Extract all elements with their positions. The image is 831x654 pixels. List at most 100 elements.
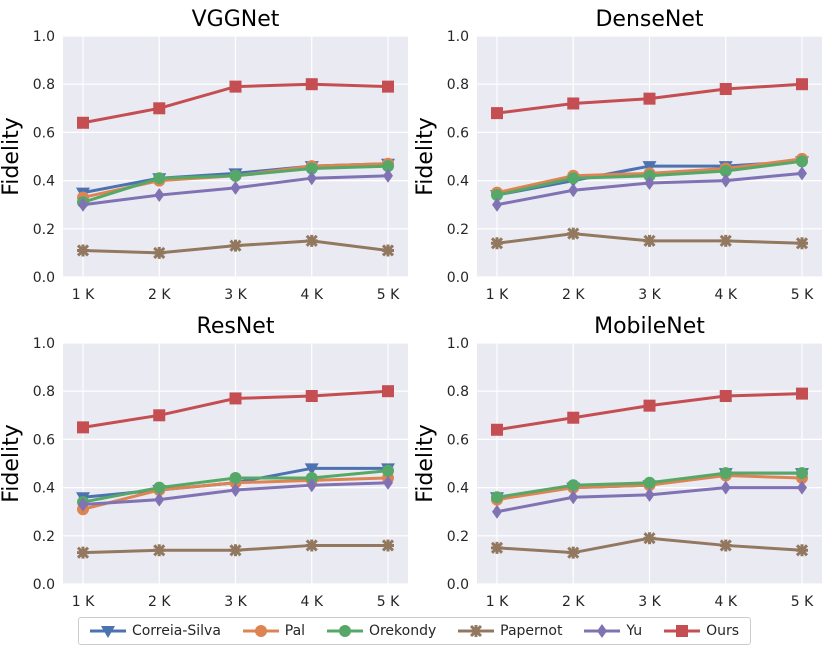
legend-label: Papernot [500,623,563,639]
data-point-papernot [643,532,656,545]
series-ours [491,387,808,436]
data-point-ours [491,107,503,120]
series-ours [77,78,394,129]
y-tick-label: 0.6 [33,432,55,448]
legend-marker [254,625,267,637]
data-point-papernot [305,234,318,247]
subplot-resnet: 0.0 0.2 0.4 0.6 0.8 1.0 1 K 2 K 3 K 4 K 5 K ResNet F… [0,314,408,610]
y-axis-label: Fidelity [0,117,24,196]
data-point-ours [229,392,242,405]
y-tick-label: 0.8 [447,384,469,400]
data-point-yu [306,171,317,186]
series-ours [491,78,808,120]
y-tick-label: 0.4 [33,174,55,190]
data-point-yu [644,176,655,191]
data-point-yu [720,173,731,188]
series-papernot [76,234,395,259]
data-point-orekondy [382,464,394,477]
y-tick-label: 0.8 [33,384,55,400]
data-point-papernot [643,234,656,247]
series-yu [78,475,393,512]
data-point-yu [383,475,393,490]
x-tick-label: 1 K [72,594,95,610]
x-tick-label: 5 K [791,287,814,303]
data-point-orekondy [719,467,732,480]
data-point-ours [567,97,580,110]
y-tick-label: 0.8 [33,77,55,93]
data-point-papernot [381,244,395,257]
legend-swatch [584,624,621,638]
data-point-papernot [490,541,504,554]
y-tick-label: 0.2 [447,529,469,545]
data-point-ours [643,92,656,105]
data-point-papernot [229,544,242,557]
x-tick-label: 1 K [72,287,95,303]
data-point-yu [568,183,579,198]
data-point-correia-silva [642,161,657,174]
y-tick-label: 1.0 [33,336,55,352]
data-point-orekondy [305,162,318,175]
y-axis-label: Fidelity [413,117,438,196]
x-tick-label: 2 K [148,594,171,610]
y-axis-label: Fidelity [413,424,438,503]
series-yu [492,480,807,519]
x-tick-label: 3 K [224,594,247,610]
data-point-yu [154,188,165,203]
y-tick-label: 1.0 [447,336,469,352]
y-tick-label: 0.0 [33,270,55,286]
data-point-yu [230,483,241,498]
data-point-orekondy [229,471,242,484]
data-point-orekondy [305,471,318,484]
data-point-papernot [153,544,166,557]
data-point-yu [383,168,393,183]
data-point-ours [153,102,166,115]
series-orekondy [491,467,808,504]
data-point-ours [229,80,242,93]
data-point-ours [719,83,732,96]
legend-item-yu: Yu [584,623,642,639]
x-tick-label: 3 K [638,594,661,610]
series-papernot [76,539,395,559]
data-point-papernot [567,227,580,240]
data-point-papernot [305,539,318,552]
data-point-papernot [76,244,90,257]
subplot-densenet: 0.0 0.2 0.4 0.6 0.8 1.0 1 K 2 K 3 K 4 K 5 K DenseNe… [413,7,822,303]
y-axis-label: Fidelity [0,424,24,503]
chart-title: DenseNet [595,7,703,32]
data-point-ours [796,387,808,400]
data-point-ours [77,421,89,434]
data-point-ours [77,116,89,129]
legend-label: Pal [284,623,306,639]
y-tick-label: 0.4 [447,481,469,497]
data-point-ours [305,78,318,91]
data-point-orekondy [229,169,242,182]
legend-label: Orekondy [368,623,437,639]
x-tick-label: 1 K [486,594,509,610]
legend-marker [100,626,115,638]
x-tick-label: 2 K [148,287,171,303]
data-point-papernot [719,234,732,247]
data-point-yu [568,490,579,505]
series-ours [77,385,394,434]
series-papernot [490,532,809,559]
data-point-orekondy [796,467,808,480]
data-point-ours [719,390,732,403]
y-tick-label: 0.2 [33,222,55,238]
data-point-yu [492,197,502,212]
data-point-orekondy [567,172,580,185]
data-point-orekondy [491,491,503,504]
data-point-yu [720,480,731,495]
data-point-orekondy [643,476,656,489]
chart-title: MobileNet [594,314,705,339]
data-point-orekondy [491,189,503,202]
data-point-ours [643,399,656,412]
subplot-mobilenet: 0.0 0.2 0.4 0.6 0.8 1.0 1 K 2 K 3 K 4 K 5 K MobileN… [413,314,822,610]
data-point-papernot [153,246,166,259]
data-point-yu [154,492,165,507]
y-tick-label: 0.2 [447,222,469,238]
data-point-papernot [719,539,732,552]
data-point-papernot [490,237,504,250]
data-point-yu [78,497,88,512]
data-point-orekondy [382,160,394,173]
data-point-yu [230,180,241,195]
